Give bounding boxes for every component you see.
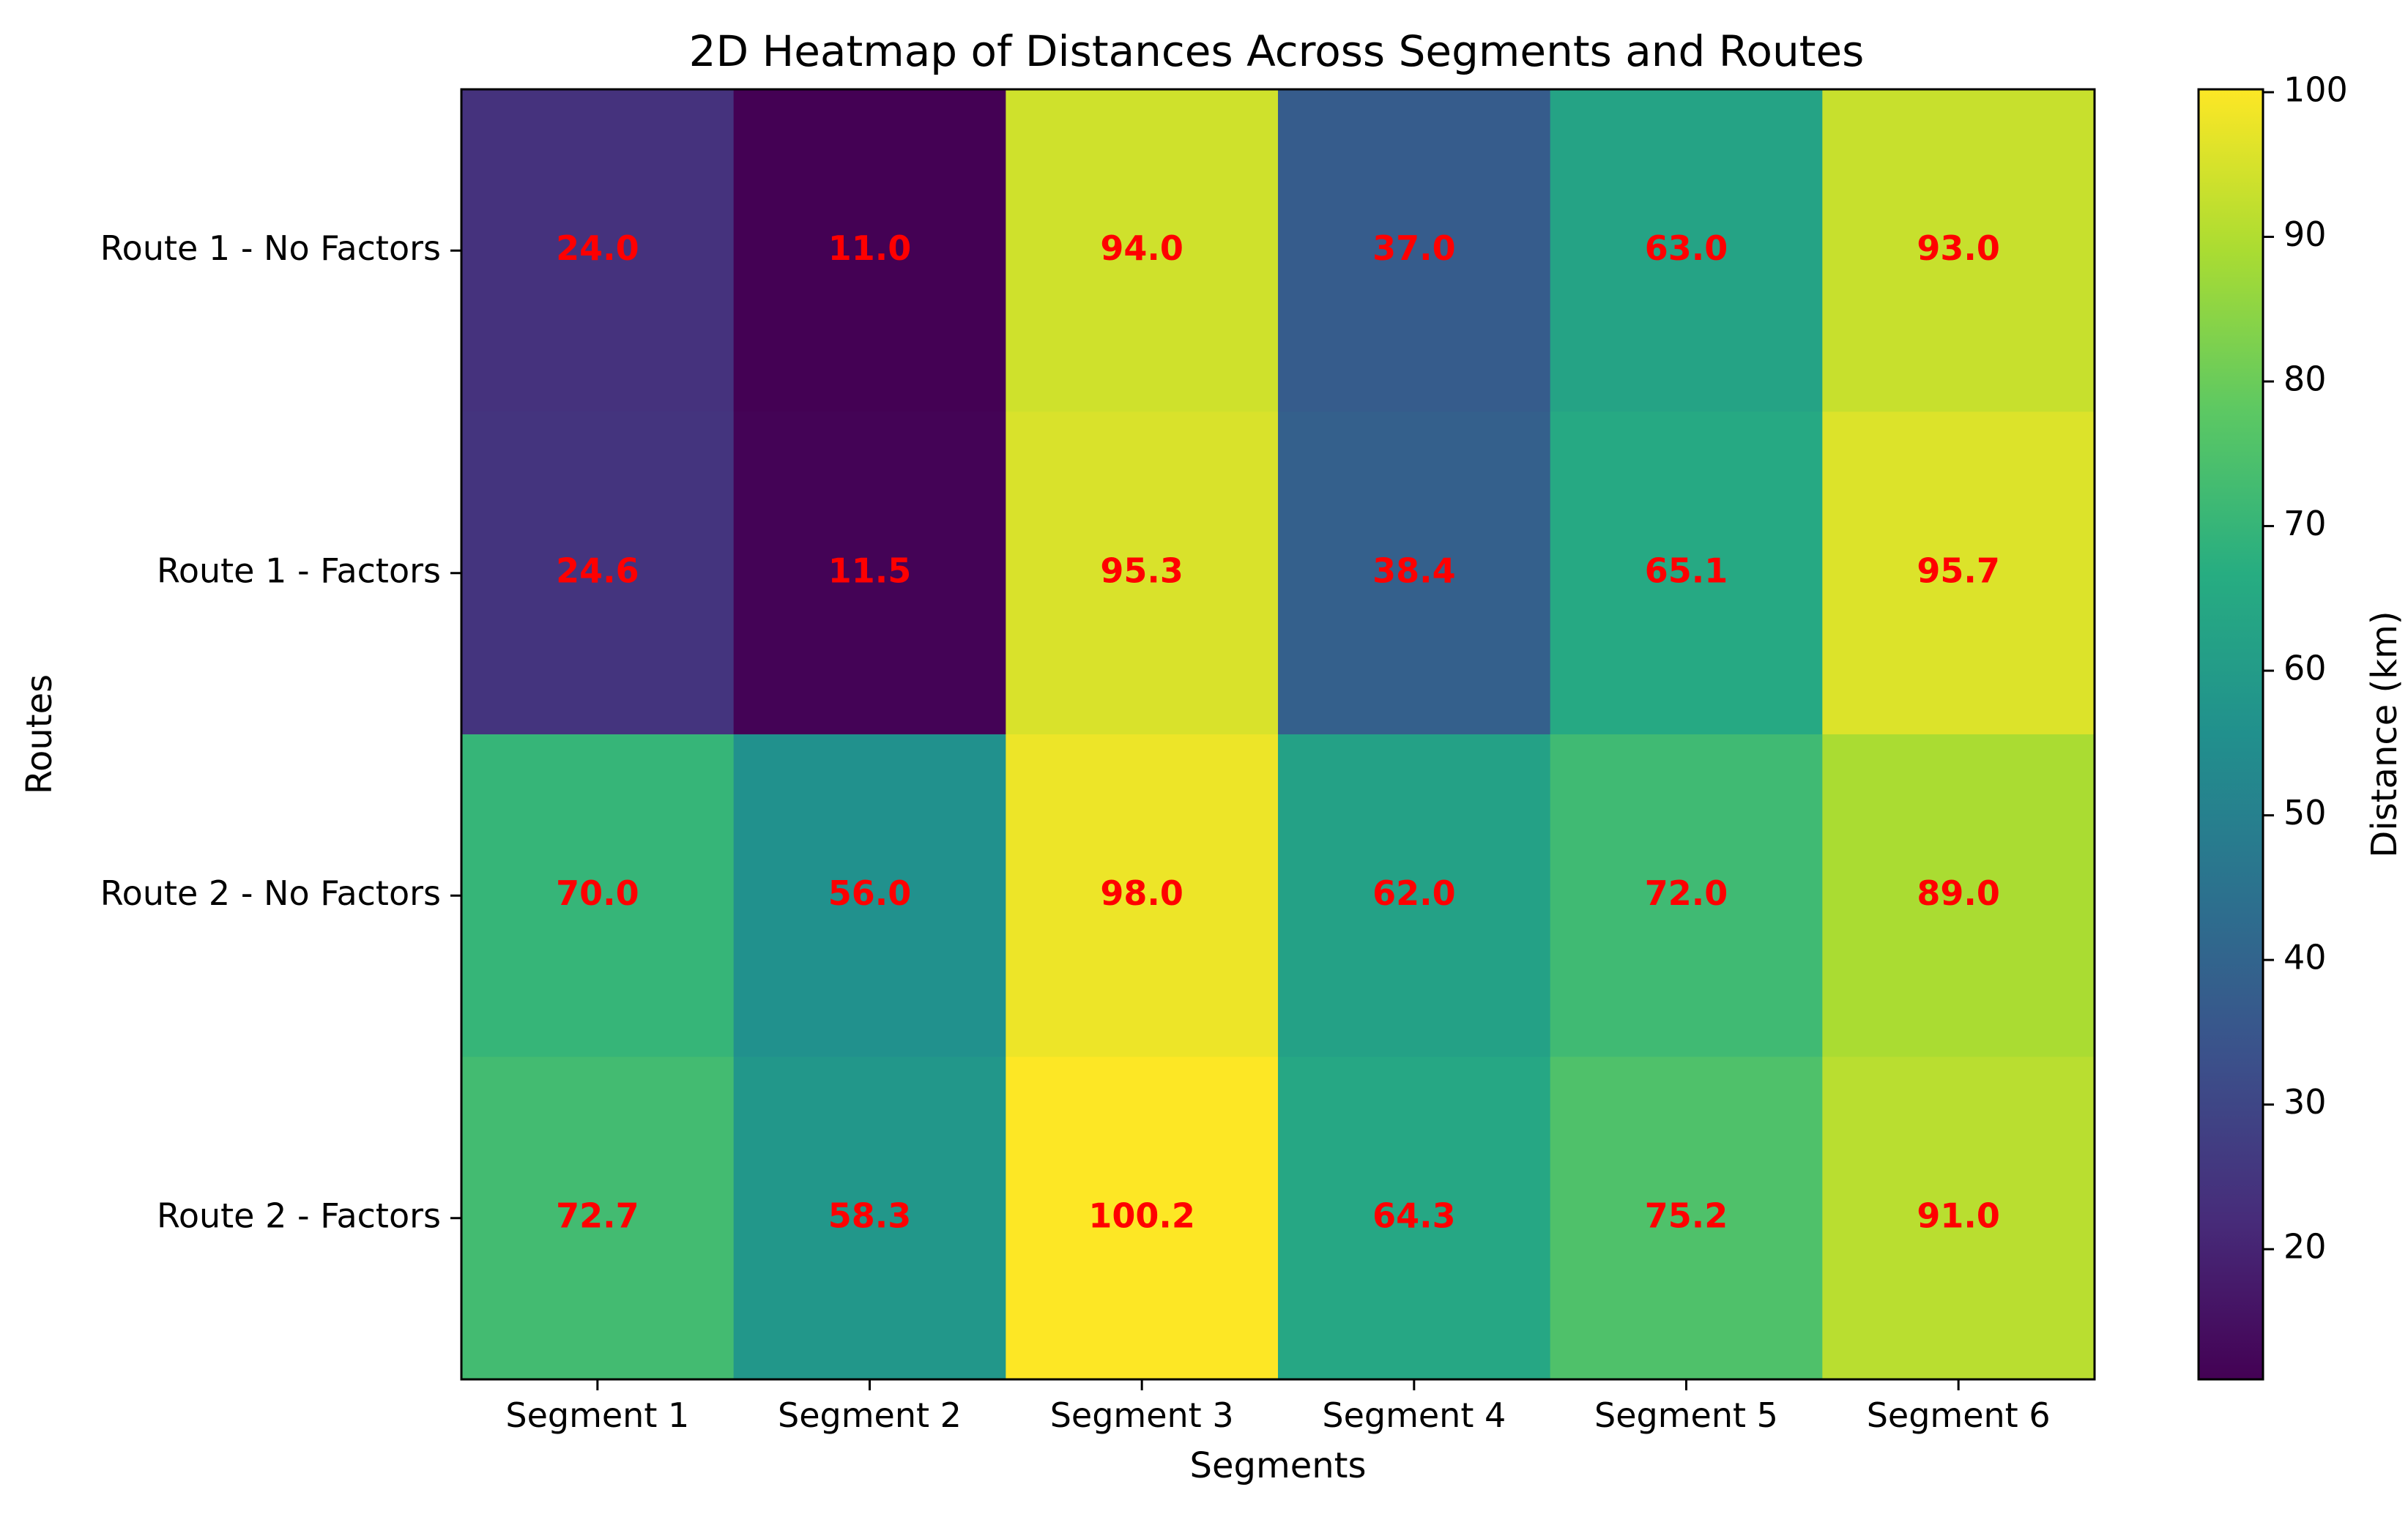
heatmap-cell <box>1006 89 1279 412</box>
cell-value-label: 62.0 <box>1372 873 1456 913</box>
cell-value-label: 89.0 <box>1917 873 2000 913</box>
colorbar-title: Distance (km) <box>2364 611 2405 857</box>
colorbar-ticks: 20 30 40 50 60 70 80 90 100 <box>2263 70 2348 1267</box>
y-tick-label: Route 2 - Factors <box>157 1196 441 1235</box>
heatmap-cell <box>733 89 1006 412</box>
cell-value-label: 56.0 <box>828 873 912 913</box>
y-axis-title: Routes <box>19 674 60 794</box>
colorbar <box>2197 88 2264 1381</box>
heatmap-cell <box>461 734 735 1057</box>
chart-title: 2D Heatmap of Distances Across Segments … <box>689 26 1865 76</box>
colorbar-tick-label: 60 <box>2283 649 2327 688</box>
colorbar-tick-label: 40 <box>2283 938 2327 977</box>
heatmap-cell <box>733 734 1006 1057</box>
y-axis: Route 1 - No Factors Route 1 - Factors Rou… <box>100 228 461 1235</box>
cell-value-label: 98.0 <box>1100 873 1183 913</box>
heatmap-value-labels: 24.0 11.0 94.0 37.0 63.0 93.0 24.6 11.5 95.3 38.4… <box>556 228 2000 1236</box>
x-tick-label: Segment 5 <box>1594 1395 1778 1435</box>
heatmap-cell <box>1822 1056 2095 1380</box>
heatmap-cell <box>461 89 735 412</box>
heatmap-cells <box>461 89 2095 1380</box>
colorbar-tick-label: 70 <box>2283 504 2327 543</box>
heatmap-cell <box>1550 734 1823 1057</box>
y-tick-label: Route 2 - No Factors <box>100 873 441 913</box>
cell-value-label: 11.0 <box>828 228 912 268</box>
cell-value-label: 75.2 <box>1645 1196 1728 1235</box>
heatmap-cell <box>1006 1056 1279 1380</box>
colorbar-tick-label: 20 <box>2283 1227 2327 1267</box>
cell-value-label: 11.5 <box>828 551 912 590</box>
heatmap-cell <box>1006 734 1279 1057</box>
heatmap-cell <box>1278 1056 1551 1380</box>
heatmap-cell <box>1822 89 2095 412</box>
cell-value-label: 93.0 <box>1917 228 2000 268</box>
plot-frame <box>460 88 2096 1381</box>
cell-value-label: 91.0 <box>1917 1196 2000 1235</box>
cell-value-label: 58.3 <box>828 1196 912 1235</box>
cell-value-label: 24.0 <box>556 228 639 268</box>
cell-value-label: 37.0 <box>1372 228 1456 268</box>
x-tick-label: Segment 4 <box>1322 1395 1506 1435</box>
heatmap-cell <box>461 1056 735 1380</box>
cell-value-label: 38.4 <box>1372 551 1456 590</box>
heatmap-cell <box>1278 89 1551 412</box>
heatmap-cell <box>1550 411 1823 735</box>
heatmap-cell <box>1278 734 1551 1057</box>
cell-value-label: 70.0 <box>556 873 639 913</box>
cell-value-label: 24.6 <box>556 551 639 590</box>
cell-value-label: 95.3 <box>1100 551 1183 590</box>
x-tick-label: Segment 1 <box>505 1395 689 1435</box>
x-axis-title: Segments <box>1189 1445 1366 1486</box>
colorbar-tick-label: 90 <box>2283 215 2327 254</box>
heatmap-cell <box>461 411 735 735</box>
heatmap-cell <box>733 411 1006 735</box>
cell-value-label: 64.3 <box>1372 1196 1456 1235</box>
colorbar-tick-label: 30 <box>2283 1082 2327 1122</box>
colorbar-tick-label: 100 <box>2283 70 2348 109</box>
cell-value-label: 65.1 <box>1645 551 1728 590</box>
cell-value-label: 72.7 <box>556 1196 639 1235</box>
heatmap-cell <box>1822 411 2095 735</box>
cell-value-label: 72.0 <box>1645 873 1728 913</box>
heatmap-cell <box>1822 734 2095 1057</box>
y-tick-label: Route 1 - No Factors <box>100 228 441 268</box>
x-axis: Segment 1 Segment 2 Segment 3 Segment 4 Segm… <box>505 1379 2051 1435</box>
heatmap-cell <box>733 1056 1006 1380</box>
x-tick-label: Segment 6 <box>1867 1395 2051 1435</box>
heatmap-cell <box>1278 411 1551 735</box>
cell-value-label: 94.0 <box>1100 228 1183 268</box>
heatmap-cell <box>1550 1056 1823 1380</box>
cell-value-label: 63.0 <box>1645 228 1728 268</box>
cell-value-label: 100.2 <box>1088 1196 1195 1235</box>
x-tick-label: Segment 2 <box>778 1395 962 1435</box>
colorbar-tick-label: 80 <box>2283 359 2327 399</box>
y-tick-label: Route 1 - Factors <box>157 551 441 590</box>
cell-value-label: 95.7 <box>1917 551 2000 590</box>
heatmap-cell <box>1006 411 1279 735</box>
colorbar-tick-label: 50 <box>2283 793 2327 832</box>
heatmap-cell <box>1550 89 1823 412</box>
x-tick-label: Segment 3 <box>1050 1395 1234 1435</box>
